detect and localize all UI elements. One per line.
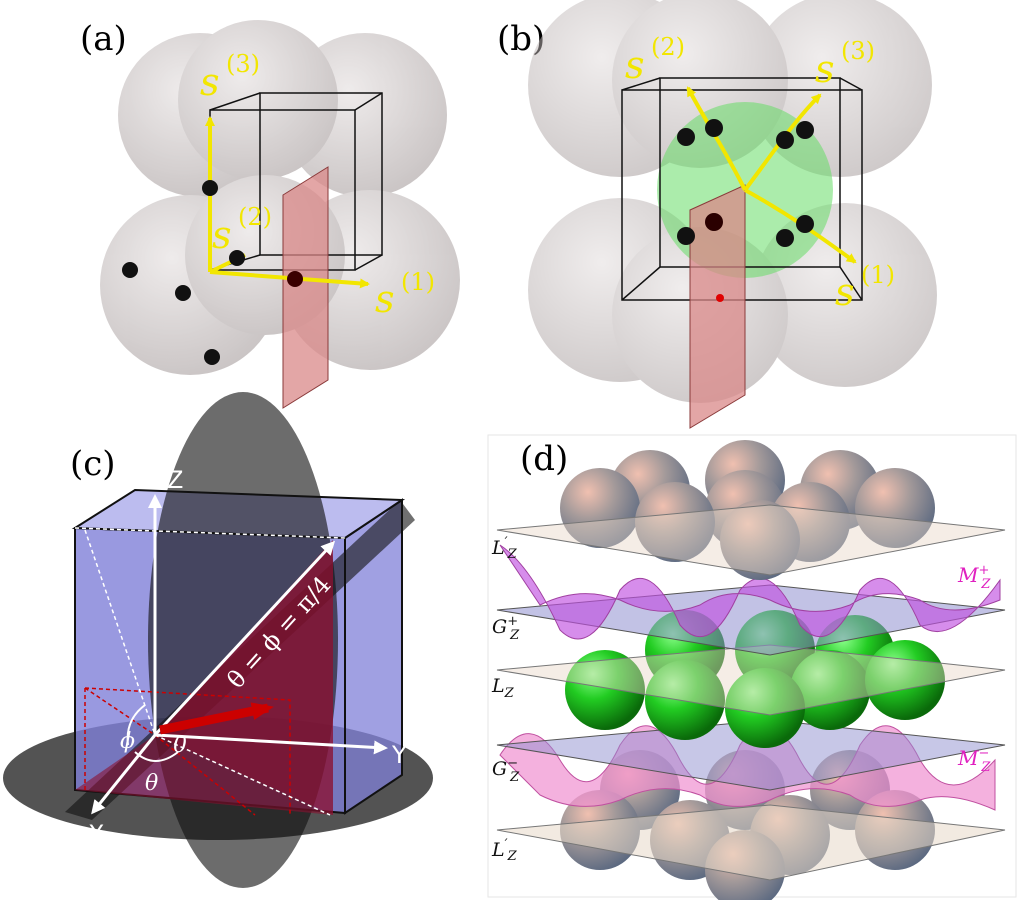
origin-point <box>716 294 724 302</box>
sphere <box>560 468 640 548</box>
top-sphere-layer <box>560 440 935 580</box>
y-axis <box>154 733 388 755</box>
svg-text:(1): (1) <box>861 261 895 289</box>
layer-label-gz-plus: G+ Z <box>492 614 520 643</box>
vector-label-s2: s <box>625 43 645 87</box>
atom <box>202 180 218 196</box>
vector-label-s2: s <box>212 213 232 257</box>
panel-b-cube <box>621 77 863 301</box>
atom <box>677 227 695 245</box>
atom <box>175 285 191 301</box>
panel-a-vector-labels: s (3) s (2) s (1) <box>200 50 435 321</box>
x-axis <box>91 734 157 815</box>
panel-a: (a) <box>80 19 460 409</box>
y-axis-label: Y <box>391 741 407 769</box>
plane-lz <box>496 644 1006 716</box>
panel-a-spheres <box>100 20 460 375</box>
sphere <box>635 482 715 562</box>
panel-b-plane <box>689 184 746 429</box>
sphere <box>865 640 945 720</box>
vector-label-s1: s <box>375 277 395 321</box>
sphere <box>178 20 338 180</box>
atom <box>229 250 245 266</box>
panel-c-label: (c) <box>70 444 116 484</box>
sphere <box>725 668 805 748</box>
atom <box>705 213 723 231</box>
diagonal-triangle <box>155 540 333 815</box>
plane-lz-prime-top <box>496 504 1006 576</box>
panel-c-guides <box>74 527 346 816</box>
panel-a-label: (a) <box>80 19 127 59</box>
vector-label-s3: s <box>815 47 835 91</box>
panel-b-spheres <box>528 0 937 403</box>
atom <box>776 131 794 149</box>
panel-c-axes <box>91 494 388 815</box>
svg-text:(2): (2) <box>651 33 685 61</box>
phi-arc <box>126 704 146 746</box>
atom <box>287 271 303 287</box>
vector-label-s1: s <box>835 270 855 314</box>
theta-arc <box>134 751 179 762</box>
phi-label: ϕ <box>120 729 135 754</box>
atom <box>204 349 220 365</box>
vector-label-s3: s <box>200 60 220 104</box>
panel-d-label: (d) <box>520 439 568 479</box>
svg-text:(3): (3) <box>226 50 260 78</box>
panel-d-labels: L′Z G+ Z LZ G− Z L′Z M+ Z M− Z <box>491 535 991 864</box>
plane-gz-plus <box>496 584 1006 656</box>
atom <box>677 128 695 146</box>
sphere <box>720 500 800 580</box>
sphere <box>790 650 870 730</box>
plane-lz-prime-bottom <box>496 804 1006 881</box>
panel-a-plane <box>282 166 329 409</box>
direction-vector <box>159 702 274 735</box>
svg-text:(2): (2) <box>238 203 272 231</box>
svg-text:(3): (3) <box>841 37 875 65</box>
sphere <box>645 660 725 740</box>
panel-b-vector-labels: s (2) s (3) s (1) <box>625 33 895 314</box>
panel-b-atoms <box>677 119 814 302</box>
manifold-label-plus: M+ Z <box>957 563 991 592</box>
panel-c: (c) <box>3 392 433 888</box>
atom <box>776 229 794 247</box>
panel-a-atoms <box>122 180 303 365</box>
atom <box>796 215 814 233</box>
theta-label: θ <box>145 771 158 796</box>
sphere <box>855 468 935 548</box>
diagonal-axis <box>153 540 336 737</box>
panel-d: (d) <box>487 434 1017 900</box>
layer-label-lz: LZ <box>491 675 515 701</box>
layer-label-gz-minus: G− Z <box>492 756 520 785</box>
atom <box>796 121 814 139</box>
manifold-plus <box>499 544 1001 640</box>
svg-text:(1): (1) <box>401 268 435 296</box>
origin-label: 0 <box>173 733 187 758</box>
sphere <box>565 650 645 730</box>
z-axis-label: Z <box>167 466 183 494</box>
panel-b: (b) <box>497 0 937 429</box>
x-axis-label: X <box>88 820 104 848</box>
atom <box>705 119 723 137</box>
layer-label-lz-prime-bottom: L′Z <box>491 837 518 864</box>
atom <box>122 262 138 278</box>
manifold-label-minus: M− Z <box>957 746 991 775</box>
layer-label-lz-prime-top: L′Z <box>491 535 518 562</box>
